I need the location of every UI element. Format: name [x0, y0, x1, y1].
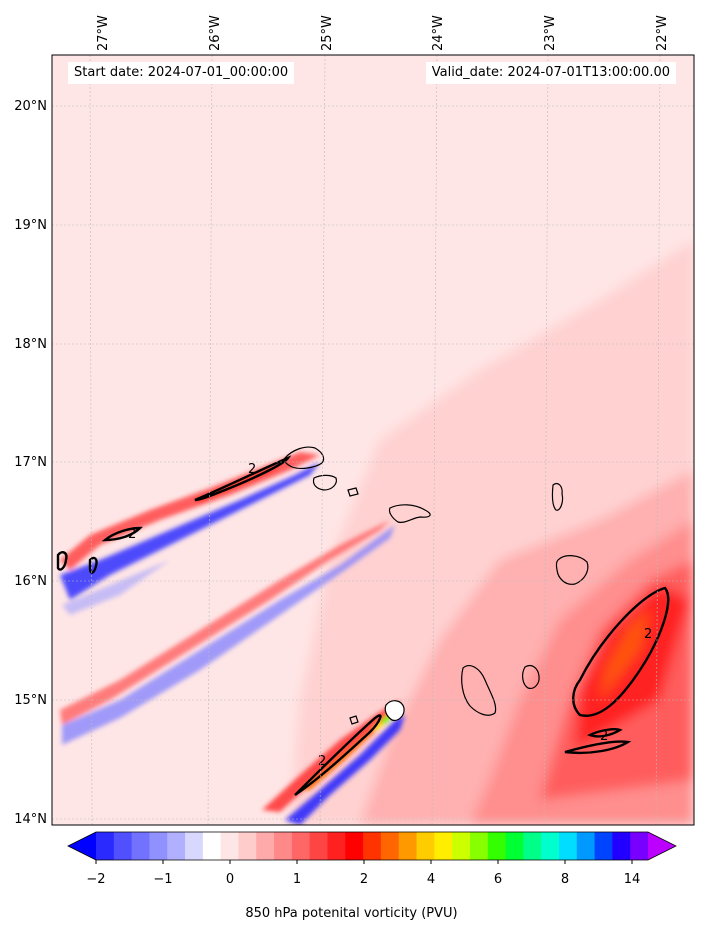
colorbar-cell — [505, 832, 524, 860]
map-frame — [51, 54, 695, 826]
longitude-labels: 27°W 26°W 25°W 24°W 23°W 22°W — [96, 15, 670, 51]
lat-label: 16°N — [14, 574, 47, 589]
lat-label: 20°N — [14, 99, 47, 114]
contour-label: 2 — [318, 754, 326, 769]
pv-broad-band — [290, 240, 694, 825]
colorbar-cell — [434, 832, 453, 860]
colorbar-cell — [96, 832, 115, 860]
colorbar-ticks: −2 −1 0 1 2 4 6 8 10 14 — [86, 860, 640, 887]
pv-field: 2 2 2 2 2 — [52, 55, 694, 825]
lat-label: 15°N — [14, 693, 47, 708]
colorbar-cell — [487, 832, 507, 860]
colorbar-tick-label: 0 — [226, 872, 234, 887]
colorbar-cell — [274, 832, 293, 860]
valid-date-label: Valid_date: 2024-07-01T13:00:00.00 — [425, 62, 676, 84]
colorbar-cell — [398, 832, 418, 860]
colorbar-cell — [416, 832, 435, 860]
colorbar-cell — [202, 832, 222, 860]
colorbar-cell — [576, 832, 596, 860]
colorbar-cell — [380, 832, 400, 860]
colorbar-high-extension — [648, 832, 676, 860]
lon-label: 26°W — [208, 15, 223, 51]
colorbar-tick-label: 2 — [360, 872, 368, 887]
start-date-label: Start date: 2024-07-01_00:00:00 — [68, 62, 295, 84]
colorbar-cell — [594, 832, 613, 860]
colorbar-tick-label: 8 — [561, 872, 569, 887]
lon-label: 24°W — [431, 15, 446, 51]
colorbar-cell — [309, 832, 328, 860]
colorbar-cell — [452, 832, 471, 860]
colorbar-tick-label-max: 14 — [624, 872, 641, 887]
colorbar-cell — [469, 832, 489, 860]
island-coastlines — [283, 446, 589, 725]
colorbar-cell — [630, 832, 649, 860]
colorbar-cell — [363, 832, 382, 860]
colorbar-cell — [523, 832, 542, 860]
latitude-labels: 20°N 19°N 18°N 17°N 16°N 15°N 14°N — [14, 99, 47, 827]
colorbar-cell — [558, 832, 578, 860]
colorbar: −2 −1 0 1 2 4 6 8 10 14 — [67, 831, 677, 887]
lon-label: 25°W — [320, 15, 335, 51]
colorbar-tick-label: 1 — [293, 872, 301, 887]
colorbar-cell — [612, 832, 631, 860]
colorbar-cell — [256, 832, 275, 860]
colorbar-tick-label: −1 — [153, 872, 172, 887]
colorbar-cell — [541, 832, 560, 860]
colorbar-cell — [291, 832, 311, 860]
contour-label: 2 — [644, 627, 652, 642]
colorbar-cell — [149, 832, 168, 860]
lat-label: 17°N — [14, 455, 47, 470]
lat-label: 18°N — [14, 337, 47, 352]
colorbar-cell — [238, 832, 257, 860]
lon-label: 22°W — [655, 15, 670, 51]
colorbar-tick-label: 6 — [494, 872, 502, 887]
lon-label: 27°W — [96, 15, 111, 51]
colorbar-tick-label: 4 — [427, 872, 435, 887]
contour-label: 2 — [248, 462, 256, 477]
graticule — [52, 55, 694, 825]
lat-label: 19°N — [14, 218, 47, 233]
colorbar-cell — [167, 832, 186, 860]
lat-label: 14°N — [14, 812, 47, 827]
colorbar-cell — [220, 832, 239, 860]
lon-label: 23°W — [543, 15, 558, 51]
contour-label: 2 — [600, 729, 608, 744]
colorbar-cell — [131, 832, 150, 860]
colorbar-low-extension — [68, 832, 96, 860]
colorbar-cell — [327, 832, 346, 860]
colorbar-cell — [185, 832, 204, 860]
colorbar-title: 850 hPa potenital vorticity (PVU) — [245, 906, 458, 921]
colorbar-cell — [113, 832, 133, 860]
contour-label: 2 — [128, 527, 136, 542]
colorbar-tick-label: −2 — [86, 872, 105, 887]
pv-contours — [56, 455, 670, 796]
colorbar-cell — [345, 832, 364, 860]
